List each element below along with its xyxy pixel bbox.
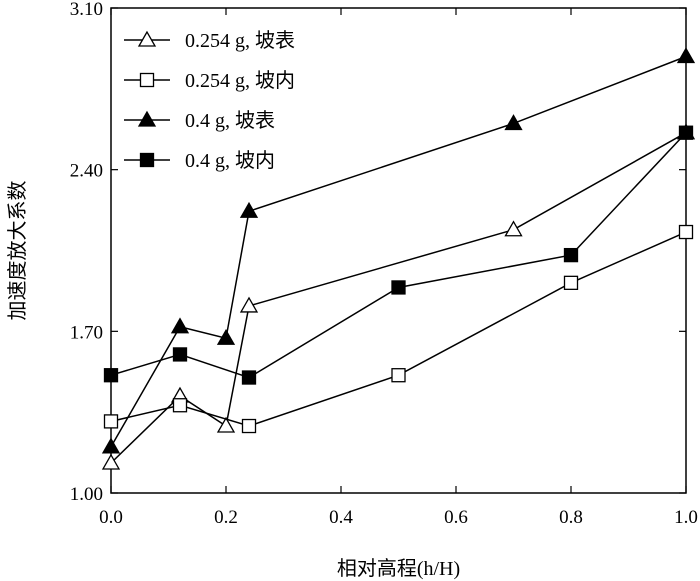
- data-point: [172, 347, 188, 362]
- data-point: [239, 201, 259, 218]
- series-line: [110, 132, 687, 379]
- data-point: [239, 296, 259, 313]
- data-point: [103, 414, 119, 429]
- series-4: [103, 125, 694, 385]
- legend-item: 0.4 g, 坡表: [124, 109, 275, 132]
- data-point: [216, 416, 236, 433]
- x-tick-label: 0.0: [99, 507, 123, 528]
- data-point: [103, 368, 119, 383]
- legend-item: 0.254 g, 坡表: [124, 29, 295, 52]
- plot-border: [110, 7, 687, 494]
- series-layer: [101, 47, 696, 470]
- data-point: [172, 398, 188, 413]
- x-tick-label: 0.8: [559, 507, 583, 528]
- legend-label: 0.4 g, 坡内: [185, 149, 275, 172]
- legend-item: 0.254 g, 坡内: [124, 69, 295, 92]
- data-point: [678, 224, 694, 240]
- legend-label: 0.4 g, 坡表: [185, 109, 275, 132]
- series-2: [103, 224, 694, 434]
- x-tick-label: 1.0: [674, 507, 698, 528]
- legend-label: 0.254 g, 坡内: [185, 69, 295, 92]
- series-1: [101, 123, 696, 470]
- x-tick-label: 0.2: [214, 507, 238, 528]
- y-tick-label: 1.00: [70, 484, 103, 505]
- y-tick-label: 2.40: [70, 161, 103, 182]
- legend-marker: [139, 152, 155, 168]
- axis-ticks: 0.0 0.2 0.4 0.6 0.8 1.0 1.00 1.70 2.40 3.10: [70, 0, 698, 528]
- data-point: [504, 114, 523, 131]
- y-axis-title: 加速度放大系数: [6, 181, 29, 321]
- data-point: [241, 370, 257, 385]
- legend-label: 0.254 g, 坡表: [185, 29, 295, 52]
- data-point: [563, 247, 579, 263]
- series-line: [110, 55, 687, 448]
- data-point: [216, 328, 236, 345]
- data-point: [391, 280, 406, 295]
- data-point: [170, 317, 190, 334]
- series-line: [110, 132, 687, 464]
- data-point: [676, 47, 696, 64]
- plot-frame: [110, 7, 687, 494]
- data-point: [101, 437, 121, 454]
- legend: 0.254 g, 坡表 0.254 g, 坡内 0.4 g, 坡表 0.4 g, 坡内: [124, 29, 295, 172]
- data-point: [563, 275, 579, 290]
- x-tick-label: 0.4: [329, 507, 353, 528]
- series-line: [110, 231, 687, 427]
- y-tick-label: 1.70: [70, 322, 103, 343]
- legend-marker: [137, 110, 157, 127]
- x-axis-title: 相对高程(h/H): [337, 557, 460, 580]
- legend-marker: [137, 30, 157, 47]
- series-3: [101, 47, 696, 454]
- legend-item: 0.4 g, 坡内: [124, 149, 275, 172]
- data-point: [101, 453, 121, 470]
- legend-marker: [139, 72, 155, 88]
- x-tick-label: 0.6: [444, 507, 468, 528]
- data-point: [504, 220, 523, 237]
- data-point: [678, 125, 694, 140]
- data-point: [391, 368, 406, 383]
- data-point: [241, 418, 257, 434]
- y-tick-label: 3.10: [70, 0, 103, 20]
